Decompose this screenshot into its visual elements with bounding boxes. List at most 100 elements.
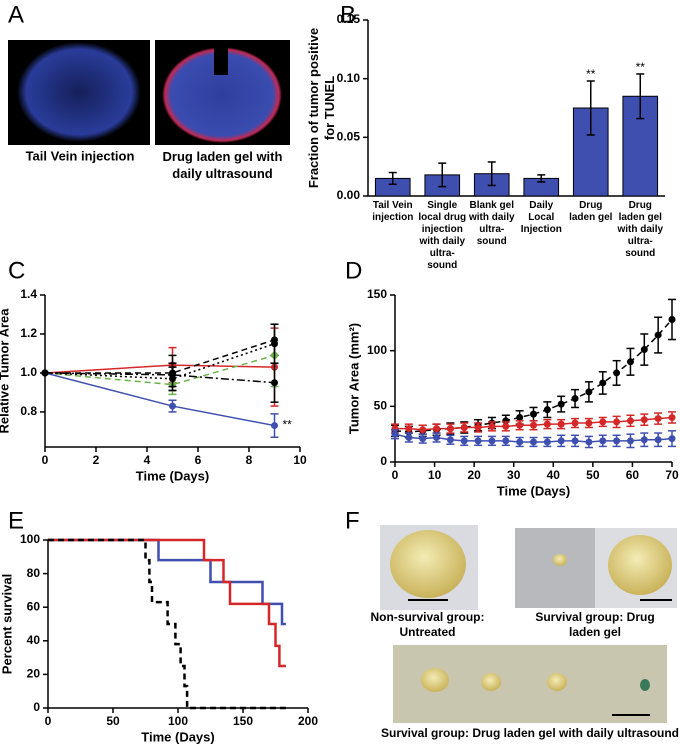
- marker: [557, 400, 565, 408]
- marker: [530, 421, 537, 429]
- marker: [446, 436, 454, 444]
- panel-label: B: [340, 1, 356, 28]
- x-tick-label: 200: [298, 714, 318, 728]
- y-axis-label-box: Fraction of tumor positive for TUNEL: [306, 28, 337, 188]
- y-tick-label: 40: [27, 633, 41, 647]
- x-tick-label: 20: [467, 468, 481, 482]
- marker: [446, 425, 454, 433]
- marker: [460, 437, 468, 445]
- marker: [169, 371, 176, 379]
- x-tick-label: 100: [168, 714, 188, 728]
- marker: [530, 438, 537, 446]
- panel-label: D: [345, 257, 362, 284]
- annotation: **: [283, 418, 293, 432]
- y-tick-label: 0.05: [337, 130, 361, 144]
- survival-curve: [48, 538, 286, 626]
- caption: Tail Vein injection: [26, 148, 135, 163]
- series-line: [44, 372, 275, 384]
- marker: [626, 417, 634, 425]
- marker: [640, 416, 648, 424]
- x-tick-label: 30: [507, 468, 521, 482]
- category-box: Blank gel with daily ultra-sound: [468, 200, 515, 247]
- marker: [640, 346, 648, 354]
- caption-box: Survival group: Drug laden gel: [535, 610, 655, 639]
- x-tick-label: 6: [195, 453, 202, 467]
- marker: [571, 395, 579, 403]
- y-tick-label: 0: [380, 454, 387, 468]
- marker: [571, 419, 579, 427]
- x-tick-label: 10: [293, 453, 307, 467]
- panel-a-images: [8, 40, 290, 145]
- x-axis-label: Time (Days): [141, 729, 214, 744]
- marker: [654, 331, 662, 339]
- marker: [613, 369, 621, 377]
- marker: [668, 435, 676, 443]
- panel-label: E: [8, 507, 24, 534]
- marker: [543, 438, 551, 446]
- marker: [405, 425, 413, 433]
- annotation: **: [636, 60, 646, 74]
- marker: [613, 418, 621, 426]
- marker: [654, 415, 662, 423]
- survival-curve: [48, 538, 286, 668]
- marker: [271, 379, 278, 387]
- marker: [488, 437, 496, 445]
- y-tick-label: 0.10: [337, 71, 361, 85]
- marker: [516, 421, 524, 429]
- marker: [626, 437, 634, 445]
- caption: Survival group: Drug laden gel with dail…: [381, 726, 679, 740]
- annotation: **: [586, 67, 596, 81]
- category-box: Tail Vein injection: [372, 200, 414, 223]
- x-tick-label: Single local drug injection with daily u…: [418, 200, 467, 271]
- x-tick-label: 50: [586, 468, 600, 482]
- x-tick-label: 50: [106, 714, 120, 728]
- caption-box: Drug laden gel with daily ultrasound: [162, 149, 283, 181]
- marker: [585, 388, 593, 396]
- category-box: Drug laden gel: [569, 200, 612, 223]
- y-axis-label: Relative Tumor Area: [0, 308, 11, 434]
- y-tick-label: 1.0: [20, 365, 37, 379]
- caption: Drug laden gel with daily ultrasound: [162, 149, 283, 181]
- marker: [543, 420, 551, 428]
- marker: [571, 437, 579, 445]
- x-tick-label: Blank gel with daily ultra-sound: [468, 200, 515, 247]
- marker: [474, 423, 482, 431]
- x-tick-label: Tail Vein injection: [372, 200, 414, 223]
- survival-curve: [48, 538, 286, 710]
- marker: [585, 419, 593, 427]
- caption-box: Non-survival group: Untreated: [370, 610, 484, 639]
- y-tick-label: 150: [367, 287, 387, 301]
- marker: [668, 413, 676, 421]
- marker: [640, 436, 648, 444]
- marker: [530, 410, 537, 418]
- category-box: Daily Local Injection: [521, 200, 562, 235]
- x-tick-label: 70: [665, 468, 679, 482]
- marker: [488, 422, 496, 430]
- panel-label: F: [345, 507, 360, 534]
- marker: [543, 406, 551, 414]
- marker: [433, 425, 441, 433]
- marker: [169, 402, 176, 410]
- marker: [516, 438, 524, 446]
- x-tick-label: 150: [233, 714, 253, 728]
- marker: [41, 369, 49, 377]
- marker: [626, 358, 634, 366]
- y-axis-label: Tumor Area (mm²): [346, 323, 361, 434]
- panel-f-images: [380, 525, 677, 723]
- y-tick-label: 100: [367, 343, 387, 357]
- marker: [433, 434, 441, 442]
- caption: Survival group: Drug laden gel: [535, 610, 655, 639]
- x-tick-label: 0: [42, 453, 49, 467]
- y-tick-label: 1.2: [20, 326, 37, 340]
- marker: [474, 437, 482, 445]
- marker: [405, 434, 413, 442]
- y-tick-label: 50: [374, 399, 388, 413]
- marker: [419, 426, 427, 434]
- marker: [391, 430, 399, 438]
- x-tick-label: Drug laden gel with daily ultra-sound: [617, 200, 664, 259]
- marker: [654, 436, 662, 444]
- y-tick-label: 0.15: [337, 12, 361, 26]
- marker: [599, 379, 607, 387]
- x-axis-label: Time (Days): [136, 468, 209, 483]
